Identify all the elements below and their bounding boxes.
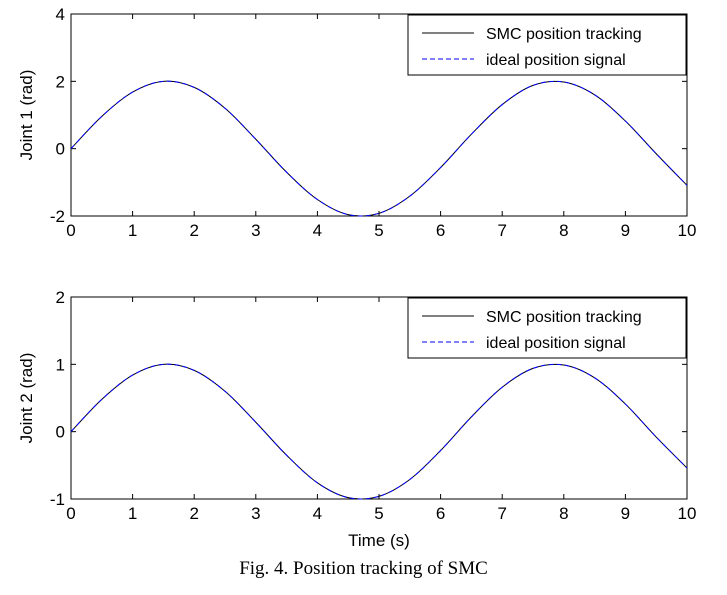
x-tick-label: 6 <box>436 221 445 240</box>
y-axis-label: Joint 2 (rad) <box>17 353 36 444</box>
y-axis-label: Joint 1 (rad) <box>17 70 36 161</box>
x-tick-label: 5 <box>374 221 383 240</box>
legend-box <box>407 14 687 76</box>
x-tick-label: 5 <box>374 504 383 523</box>
legend-box <box>407 297 687 359</box>
y-tick-label: 4 <box>56 5 65 24</box>
y-tick-label: 1 <box>56 355 65 374</box>
x-tick-label: 2 <box>189 504 198 523</box>
legend-label: SMC position tracking <box>486 309 642 326</box>
legend-label: ideal position signal <box>486 335 626 352</box>
x-axis-label: Time (s) <box>348 531 410 550</box>
x-tick-label: 9 <box>621 504 630 523</box>
legend-label: ideal position signal <box>486 52 626 69</box>
x-tick-label: 8 <box>559 221 568 240</box>
x-tick-label: 4 <box>313 221 322 240</box>
x-tick-label: 7 <box>497 504 506 523</box>
y-tick-label: 2 <box>56 288 65 307</box>
figure-caption: Fig. 4. Position tracking of SMC <box>239 558 488 579</box>
x-tick-label: 2 <box>189 221 198 240</box>
x-tick-label: 1 <box>128 504 137 523</box>
x-tick-label: 10 <box>678 221 697 240</box>
x-tick-label: 1 <box>128 221 137 240</box>
x-tick-label: 9 <box>621 221 630 240</box>
x-tick-label: 8 <box>559 504 568 523</box>
legend-label: SMC position tracking <box>486 26 642 43</box>
y-tick-label: -1 <box>50 490 65 509</box>
x-tick-label: 0 <box>66 504 75 523</box>
x-tick-label: 6 <box>436 504 445 523</box>
y-tick-label: 0 <box>56 140 65 159</box>
x-tick-label: 10 <box>678 504 697 523</box>
series-line-smc-tracking <box>70 80 688 217</box>
y-tick-label: -2 <box>50 207 65 226</box>
x-tick-label: 0 <box>66 221 75 240</box>
x-tick-label: 4 <box>313 504 322 523</box>
x-tick-label: 3 <box>251 504 260 523</box>
y-tick-label: 0 <box>56 423 65 442</box>
x-tick-label: 7 <box>497 221 506 240</box>
y-tick-label: 2 <box>56 72 65 91</box>
x-tick-label: 3 <box>251 221 260 240</box>
series-line-smc-tracking <box>70 363 688 500</box>
